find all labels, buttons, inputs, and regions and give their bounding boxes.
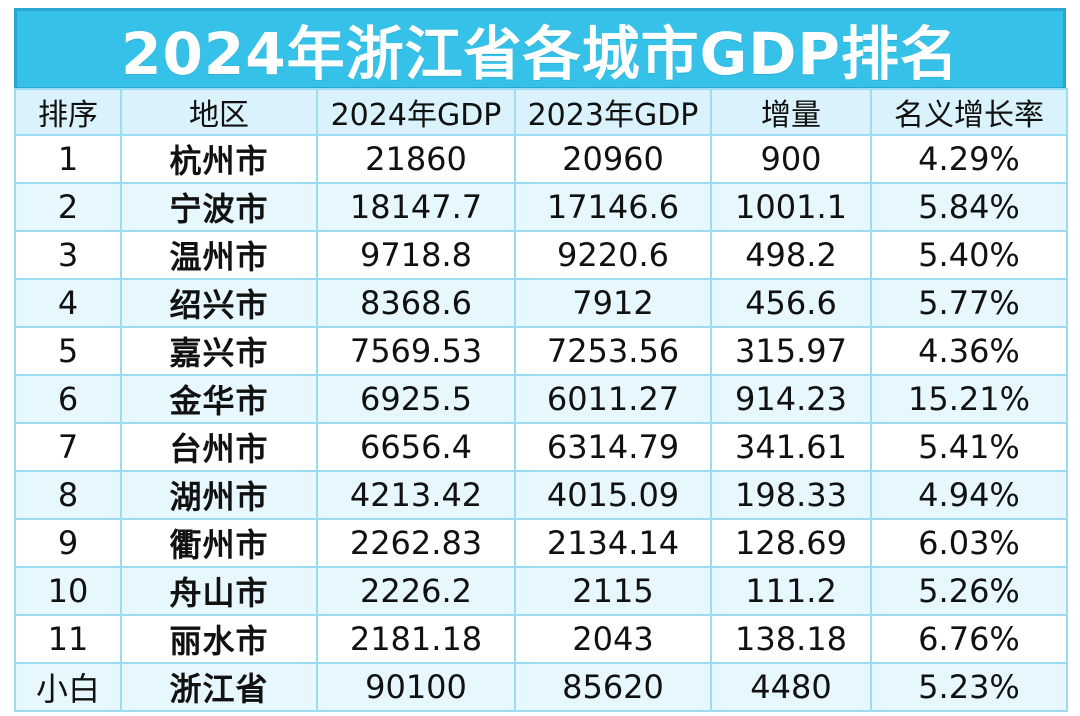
growth-rate-cell: 5.84% bbox=[870, 182, 1068, 232]
header-rank: 排序 bbox=[14, 88, 122, 136]
region-cell: 台州市 bbox=[120, 422, 318, 472]
growth-rate-cell: 4.94% bbox=[870, 470, 1068, 520]
rank-cell: 1 bbox=[14, 134, 122, 184]
gdp-2023-cell: 2115 bbox=[514, 566, 712, 616]
increment-cell: 498.2 bbox=[710, 230, 872, 280]
header-gdp-2024: 2024年GDP bbox=[316, 88, 516, 136]
rank-cell: 10 bbox=[14, 566, 122, 616]
increment-cell: 198.33 bbox=[710, 470, 872, 520]
region-cell: 杭州市 bbox=[120, 134, 318, 184]
gdp-2024-cell: 2181.18 bbox=[316, 614, 516, 664]
region-cell: 丽水市 bbox=[120, 614, 318, 664]
increment-cell: 341.61 bbox=[710, 422, 872, 472]
gdp-2023-cell: 2134.14 bbox=[514, 518, 712, 568]
region-cell: 宁波市 bbox=[120, 182, 318, 232]
growth-rate-cell: 6.03% bbox=[870, 518, 1068, 568]
increment-cell: 914.23 bbox=[710, 374, 872, 424]
gdp-2024-cell: 2226.2 bbox=[316, 566, 516, 616]
rank-cell: 5 bbox=[14, 326, 122, 376]
gdp-2024-cell: 2262.83 bbox=[316, 518, 516, 568]
header-increment: 增量 bbox=[710, 88, 872, 136]
table-row: 5 嘉兴市 7569.53 7253.56 315.97 4.36% bbox=[14, 326, 1068, 376]
gdp-2024-cell: 9718.8 bbox=[316, 230, 516, 280]
gdp-2023-cell: 20960 bbox=[514, 134, 712, 184]
region-cell: 温州市 bbox=[120, 230, 318, 280]
table-row: 11 丽水市 2181.18 2043 138.18 6.76% bbox=[14, 614, 1068, 664]
gdp-2023-cell: 6011.27 bbox=[514, 374, 712, 424]
header-gdp-2023: 2023年GDP bbox=[514, 88, 712, 136]
title-banner: 2024年浙江省各城市GDP排名 bbox=[14, 8, 1066, 90]
gdp-2023-cell: 7912 bbox=[514, 278, 712, 328]
region-cell: 湖州市 bbox=[120, 470, 318, 520]
table-row: 3 温州市 9718.8 9220.6 498.2 5.40% bbox=[14, 230, 1068, 280]
increment-cell: 128.69 bbox=[710, 518, 872, 568]
gdp-2024-cell: 6656.4 bbox=[316, 422, 516, 472]
gdp-2023-cell: 6314.79 bbox=[514, 422, 712, 472]
gdp-2024-cell: 8368.6 bbox=[316, 278, 516, 328]
table-row: 9 衢州市 2262.83 2134.14 128.69 6.03% bbox=[14, 518, 1068, 568]
increment-cell: 456.6 bbox=[710, 278, 872, 328]
growth-rate-cell: 15.21% bbox=[870, 374, 1068, 424]
gdp-2023-cell: 4015.09 bbox=[514, 470, 712, 520]
gdp-2023-cell: 17146.6 bbox=[514, 182, 712, 232]
rank-cell: 9 bbox=[14, 518, 122, 568]
growth-rate-cell: 6.76% bbox=[870, 614, 1068, 664]
table-row: 小白 浙江省 90100 85620 4480 5.23% bbox=[14, 662, 1068, 712]
header-growth-rate: 名义增长率 bbox=[870, 88, 1068, 136]
gdp-table: 排序 地区 2024年GDP 2023年GDP 增量 名义增长率 1 杭州市 218… bbox=[14, 88, 1068, 712]
rank-cell: 3 bbox=[14, 230, 122, 280]
increment-cell: 111.2 bbox=[710, 566, 872, 616]
increment-cell: 4480 bbox=[710, 662, 872, 712]
rank-cell: 4 bbox=[14, 278, 122, 328]
growth-rate-cell: 4.29% bbox=[870, 134, 1068, 184]
gdp-2024-cell: 7569.53 bbox=[316, 326, 516, 376]
increment-cell: 1001.1 bbox=[710, 182, 872, 232]
gdp-2024-cell: 4213.42 bbox=[316, 470, 516, 520]
gdp-2023-cell: 2043 bbox=[514, 614, 712, 664]
rank-cell: 11 bbox=[14, 614, 122, 664]
gdp-2024-cell: 18147.7 bbox=[316, 182, 516, 232]
gdp-table-body: 排序 地区 2024年GDP 2023年GDP 增量 名义增长率 1 杭州市 218… bbox=[14, 88, 1068, 712]
gdp-2023-cell: 85620 bbox=[514, 662, 712, 712]
table-header-row: 排序 地区 2024年GDP 2023年GDP 增量 名义增长率 bbox=[14, 88, 1068, 136]
growth-rate-cell: 5.40% bbox=[870, 230, 1068, 280]
growth-rate-cell: 5.41% bbox=[870, 422, 1068, 472]
gdp-2024-cell: 6925.5 bbox=[316, 374, 516, 424]
table-row: 6 金华市 6925.5 6011.27 914.23 15.21% bbox=[14, 374, 1068, 424]
rank-cell: 2 bbox=[14, 182, 122, 232]
rank-cell: 7 bbox=[14, 422, 122, 472]
region-cell: 绍兴市 bbox=[120, 278, 318, 328]
region-cell: 嘉兴市 bbox=[120, 326, 318, 376]
gdp-2024-cell: 21860 bbox=[316, 134, 516, 184]
rank-cell: 小白 bbox=[14, 662, 122, 712]
growth-rate-cell: 5.23% bbox=[870, 662, 1068, 712]
increment-cell: 138.18 bbox=[710, 614, 872, 664]
rank-cell: 8 bbox=[14, 470, 122, 520]
gdp-2023-cell: 9220.6 bbox=[514, 230, 712, 280]
header-region: 地区 bbox=[120, 88, 318, 136]
page-title: 2024年浙江省各城市GDP排名 bbox=[121, 20, 959, 88]
region-cell: 衢州市 bbox=[120, 518, 318, 568]
growth-rate-cell: 5.77% bbox=[870, 278, 1068, 328]
rank-cell: 6 bbox=[14, 374, 122, 424]
region-cell: 金华市 bbox=[120, 374, 318, 424]
table-row: 7 台州市 6656.4 6314.79 341.61 5.41% bbox=[14, 422, 1068, 472]
table-row: 4 绍兴市 8368.6 7912 456.6 5.77% bbox=[14, 278, 1068, 328]
table-row: 1 杭州市 21860 20960 900 4.29% bbox=[14, 134, 1068, 184]
region-cell: 浙江省 bbox=[120, 662, 318, 712]
increment-cell: 315.97 bbox=[710, 326, 872, 376]
growth-rate-cell: 4.36% bbox=[870, 326, 1068, 376]
growth-rate-cell: 5.26% bbox=[870, 566, 1068, 616]
region-cell: 舟山市 bbox=[120, 566, 318, 616]
table-row: 10 舟山市 2226.2 2115 111.2 5.26% bbox=[14, 566, 1068, 616]
increment-cell: 900 bbox=[710, 134, 872, 184]
table-row: 2 宁波市 18147.7 17146.6 1001.1 5.84% bbox=[14, 182, 1068, 232]
gdp-2023-cell: 7253.56 bbox=[514, 326, 712, 376]
table-row: 8 湖州市 4213.42 4015.09 198.33 4.94% bbox=[14, 470, 1068, 520]
gdp-2024-cell: 90100 bbox=[316, 662, 516, 712]
